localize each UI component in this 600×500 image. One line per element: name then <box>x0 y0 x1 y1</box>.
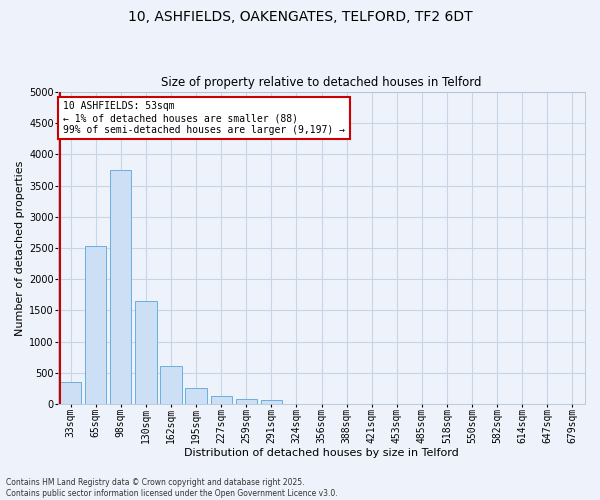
Bar <box>211 396 232 404</box>
Bar <box>236 399 257 404</box>
X-axis label: Distribution of detached houses by size in Telford: Distribution of detached houses by size … <box>184 448 459 458</box>
Text: Contains HM Land Registry data © Crown copyright and database right 2025.
Contai: Contains HM Land Registry data © Crown c… <box>6 478 338 498</box>
Bar <box>60 382 81 404</box>
Text: 10, ASHFIELDS, OAKENGATES, TELFORD, TF2 6DT: 10, ASHFIELDS, OAKENGATES, TELFORD, TF2 … <box>128 10 472 24</box>
Bar <box>185 388 207 404</box>
Bar <box>110 170 131 404</box>
Title: Size of property relative to detached houses in Telford: Size of property relative to detached ho… <box>161 76 482 90</box>
Bar <box>135 301 157 404</box>
Bar <box>85 246 106 404</box>
Text: 10 ASHFIELDS: 53sqm
← 1% of detached houses are smaller (88)
99% of semi-detache: 10 ASHFIELDS: 53sqm ← 1% of detached hou… <box>64 102 346 134</box>
Y-axis label: Number of detached properties: Number of detached properties <box>15 160 25 336</box>
Bar <box>160 366 182 404</box>
Bar <box>260 400 282 404</box>
